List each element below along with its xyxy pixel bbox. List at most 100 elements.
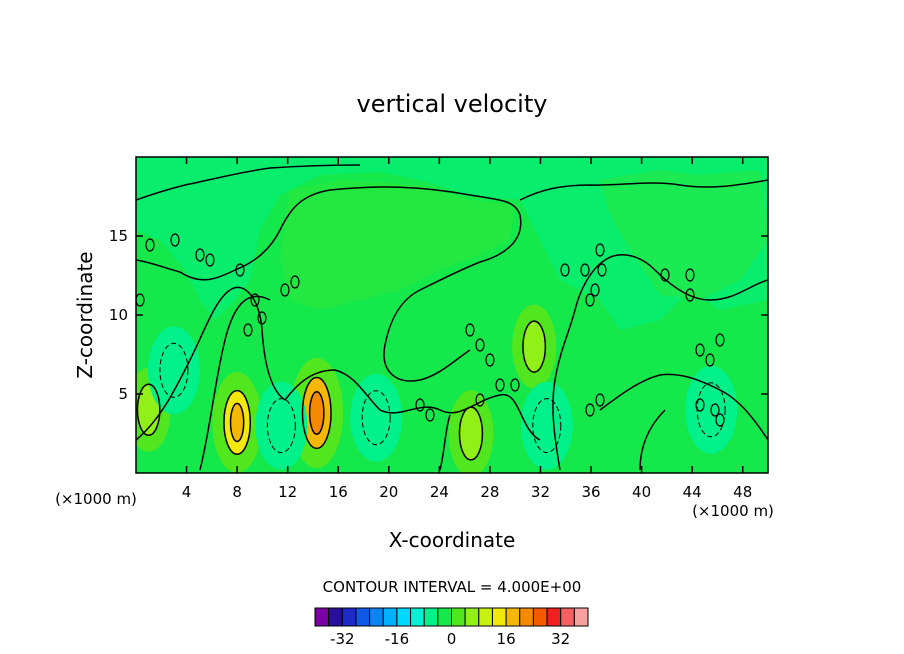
colorbar-tick-label: 32 [551, 630, 570, 648]
contour-line [383, 261, 481, 382]
upper-region [280, 180, 515, 310]
x-tick-label: 36 [581, 483, 600, 501]
contour-blob [710, 403, 720, 417]
colorbar-tick-label: -16 [385, 630, 410, 648]
contour-blob [290, 275, 300, 289]
contour-blob [485, 353, 495, 367]
y-axis-ticks: 5 10 15 [109, 227, 768, 403]
contour-blob [195, 248, 205, 262]
x-tick-label: 44 [683, 483, 702, 501]
contour-blob [705, 353, 715, 367]
colorbar-swatch [382, 607, 398, 627]
downdraft-core [267, 398, 296, 453]
colorbar-swatch [491, 607, 507, 627]
contour-line-inner [229, 402, 245, 443]
x-axis-unit-left: (×1000 m) [55, 490, 137, 508]
colorbar-swatch [532, 607, 548, 627]
contour-blob [590, 283, 600, 297]
contour-line-negative [532, 398, 562, 454]
contour-blob [205, 253, 215, 267]
contour-blob [585, 293, 595, 307]
contour-blob [685, 288, 695, 302]
colorbar [314, 607, 589, 627]
contour-blob [695, 398, 705, 412]
colorbar-swatch [423, 607, 439, 627]
colorbar-swatch [464, 607, 480, 627]
updraft-core [459, 407, 483, 460]
contour-line [136, 164, 361, 201]
x-tick-label: 16 [329, 483, 348, 501]
colorbar-swatch [560, 607, 575, 627]
x-tick-label: 8 [232, 483, 242, 501]
contour-lines [136, 164, 768, 471]
contour-blob [685, 268, 695, 282]
plot-area [136, 157, 768, 473]
colorbar-tick-label: 0 [447, 630, 457, 648]
downdraft-core [362, 390, 391, 445]
updraft-core [522, 321, 546, 373]
contour-blob [597, 263, 607, 277]
contour-blob [280, 283, 290, 297]
contour-blob [580, 263, 590, 277]
colorbar-swatch [478, 607, 493, 627]
contour-blob [560, 263, 570, 277]
contour-blob [425, 408, 435, 422]
y-axis-label: Z-coordinate [73, 251, 97, 378]
colorbar-swatch [505, 607, 521, 627]
contour-blob [595, 243, 605, 257]
contour-line-negative [361, 390, 391, 446]
y-tick-label: 5 [118, 385, 128, 403]
colorbar-swatch [314, 607, 330, 627]
contour-line [599, 373, 768, 441]
contour-blob [495, 378, 505, 392]
contour-blob [510, 378, 520, 392]
x-tick-label: 4 [182, 483, 192, 501]
chart-title: vertical velocity [357, 90, 548, 118]
x-tick-label: 28 [480, 483, 499, 501]
colorbar-swatch [546, 607, 562, 627]
colorbar-swatch [396, 607, 412, 627]
contour-line [301, 376, 332, 450]
x-tick-label: 48 [733, 483, 752, 501]
contour-blob [136, 293, 145, 307]
contour-blob [475, 338, 485, 352]
contour-line [519, 179, 768, 201]
contour-line-negative [266, 398, 296, 454]
contour-line-inner [308, 390, 325, 435]
colorbar-swatch [410, 607, 425, 627]
x-tick-label: 40 [632, 483, 651, 501]
x-axis-ticks: 4 8 12 16 20 24 28 32 36 40 44 48 [182, 157, 752, 501]
contour-blob [170, 233, 180, 247]
contour-blob [715, 333, 725, 347]
contour-blob [695, 343, 705, 357]
x-tick-label: 24 [430, 483, 449, 501]
colorbar-swatch [451, 607, 466, 627]
colorbar-swatch [328, 607, 343, 627]
contour-blob [257, 311, 267, 325]
contour-line [552, 259, 606, 471]
colorbar-swatch [573, 607, 589, 627]
colorbar-swatch [437, 607, 453, 627]
colorbar-swatch [519, 607, 534, 627]
colorbar-swatch [341, 607, 357, 627]
contour-blob [243, 323, 253, 337]
colorbar-labels: -32 -16 0 16 32 [330, 630, 570, 648]
y-tick-label: 10 [109, 306, 128, 324]
right-upper-region [600, 170, 768, 300]
contour-line [136, 186, 522, 281]
colorbar-swatch [369, 607, 384, 627]
contour-line [604, 254, 768, 301]
colorbar-tick-label: -32 [330, 630, 355, 648]
x-tick-label: 32 [531, 483, 550, 501]
contour-blob [595, 393, 605, 407]
contour-blob [235, 263, 245, 277]
contour-blob [465, 323, 475, 337]
contour-interval-label: CONTOUR INTERVAL = 4.000E+00 [323, 578, 582, 596]
contour-line [522, 320, 547, 373]
contour-blob [250, 293, 260, 307]
y-tick-label: 15 [109, 227, 128, 245]
downdraft-core [159, 343, 188, 398]
contour-line [223, 389, 252, 455]
colorbar-swatch [355, 607, 371, 627]
